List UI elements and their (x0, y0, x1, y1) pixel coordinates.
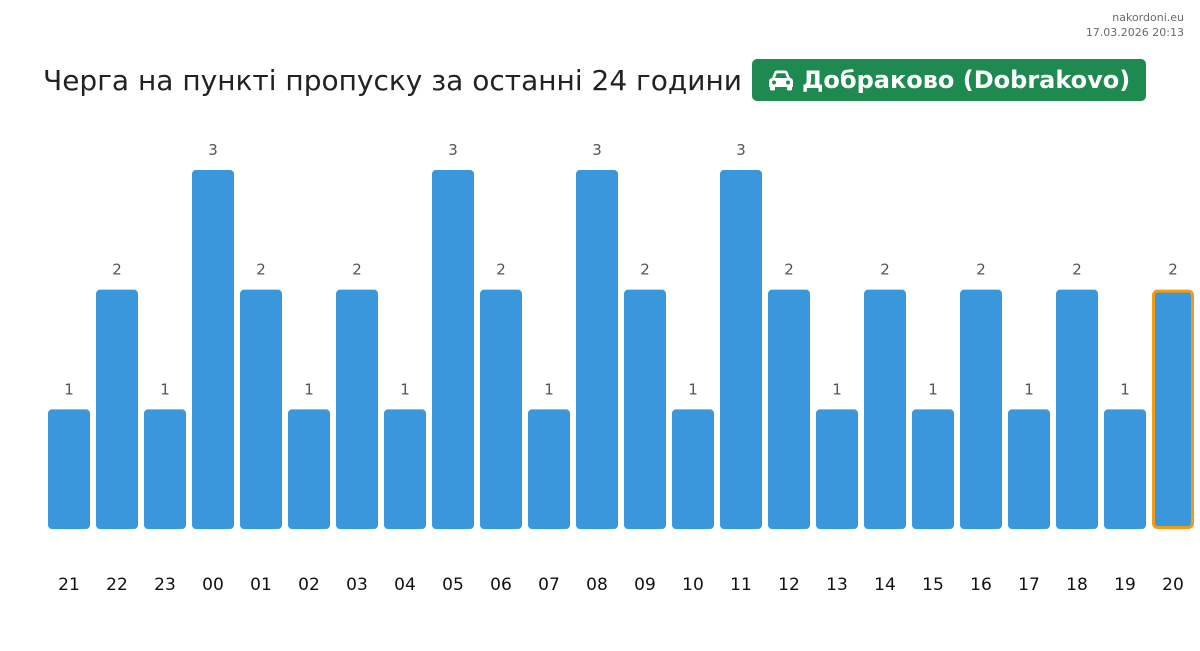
bar-21 (48, 409, 90, 529)
x-tick-label-12: 12 (778, 575, 800, 595)
source-site: nakordoni.eu (1112, 11, 1184, 24)
x-tick-label-18: 18 (1066, 575, 1088, 595)
bar-22 (96, 289, 138, 529)
value-label-20: 2 (1168, 261, 1178, 279)
x-tick-label-20: 20 (1162, 575, 1184, 595)
value-label-00: 3 (208, 141, 218, 159)
x-tick-label-16: 16 (970, 575, 992, 595)
value-label-22: 2 (112, 261, 122, 279)
bar-06 (480, 289, 522, 529)
value-label-06: 2 (496, 261, 506, 279)
x-tick-label-04: 04 (394, 575, 416, 595)
value-label-12: 2 (784, 261, 794, 279)
bar-10 (672, 409, 714, 529)
bar-14 (864, 289, 906, 529)
bar-16 (960, 289, 1002, 529)
value-label-17: 1 (1024, 380, 1034, 398)
bar-19 (1104, 409, 1146, 529)
bar-07 (528, 409, 570, 529)
chart-title: Черга на пункті пропуску за останні 24 г… (43, 63, 742, 97)
x-tick-label-21: 21 (58, 575, 80, 595)
bar-18 (1056, 289, 1098, 529)
x-tick-label-00: 00 (202, 575, 224, 595)
x-tick-label-23: 23 (154, 575, 176, 595)
value-label-08: 3 (592, 141, 602, 159)
value-label-23: 1 (160, 380, 170, 398)
value-label-05: 3 (448, 141, 458, 159)
value-label-01: 2 (256, 261, 266, 279)
source-timestamp: 17.03.2026 20:13 (1085, 26, 1184, 39)
bar-17 (1008, 409, 1050, 529)
value-label-02: 1 (304, 380, 314, 398)
bar-02 (288, 409, 330, 529)
x-tick-label-07: 07 (538, 575, 560, 595)
x-tick-label-15: 15 (922, 575, 944, 595)
value-label-19: 1 (1120, 380, 1130, 398)
bar-23 (144, 409, 186, 529)
x-tick-label-03: 03 (346, 575, 368, 595)
x-tick-label-02: 02 (298, 575, 320, 595)
x-tick-label-01: 01 (250, 575, 272, 595)
x-tick-label-19: 19 (1114, 575, 1136, 595)
x-tick-label-05: 05 (442, 575, 464, 595)
checkpoint-name: Добраково (Dobrakovo) (801, 66, 1131, 94)
value-label-13: 1 (832, 380, 842, 398)
bar-08 (576, 170, 618, 529)
bar-13 (816, 409, 858, 529)
bar-11 (720, 170, 762, 529)
car-icon (768, 70, 793, 91)
value-label-04: 1 (400, 380, 410, 398)
x-tick-label-14: 14 (874, 575, 896, 595)
value-label-14: 2 (880, 261, 890, 279)
source-info: nakordoni.eu 17.03.2026 20:13 (1086, 10, 1184, 40)
bar-15 (912, 409, 954, 529)
bar-09 (624, 289, 666, 529)
bar-00 (192, 170, 234, 529)
x-tick-label-08: 08 (586, 575, 608, 595)
value-label-09: 2 (640, 261, 650, 279)
value-label-07: 1 (544, 380, 554, 398)
x-tick-label-17: 17 (1018, 575, 1040, 595)
x-tick-label-06: 06 (490, 575, 512, 595)
bar-20 (1152, 289, 1194, 529)
x-tick-label-13: 13 (826, 575, 848, 595)
value-label-03: 2 (352, 261, 362, 279)
value-label-11: 3 (736, 141, 746, 159)
x-tick-label-09: 09 (634, 575, 656, 595)
x-tick-label-22: 22 (106, 575, 128, 595)
x-tick-label-10: 10 (682, 575, 704, 595)
value-label-21: 1 (64, 380, 74, 398)
value-label-15: 1 (928, 380, 938, 398)
bar-01 (240, 289, 282, 529)
value-label-18: 2 (1072, 261, 1082, 279)
bar-04 (384, 409, 426, 529)
bar-12 (768, 289, 810, 529)
bar-03 (336, 289, 378, 529)
value-label-16: 2 (976, 261, 986, 279)
x-tick-label-11: 11 (730, 575, 752, 595)
bar-05 (432, 170, 474, 529)
value-label-10: 1 (688, 380, 698, 398)
chart-header: Черга на пункті пропуску за останні 24 г… (43, 59, 1147, 101)
checkpoint-badge: Добраково (Dobrakovo) (751, 59, 1147, 101)
